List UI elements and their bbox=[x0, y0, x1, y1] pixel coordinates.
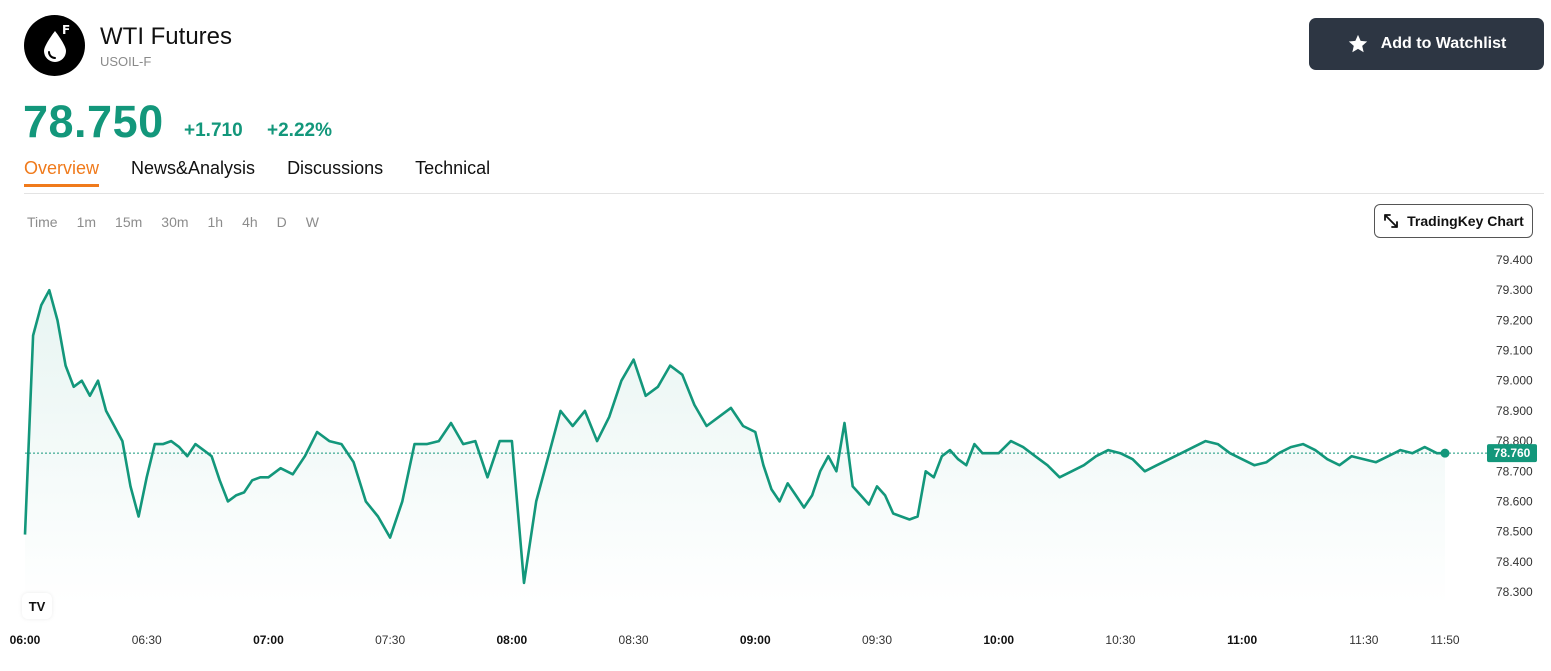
interval-4h[interactable]: 4h bbox=[242, 214, 258, 230]
interval-1m[interactable]: 1m bbox=[76, 214, 97, 230]
last-price-label: 78.760 bbox=[1494, 446, 1531, 460]
x-tick-label: 07:30 bbox=[375, 633, 405, 647]
y-tick-label: 79.300 bbox=[1496, 283, 1533, 297]
interval-d[interactable]: D bbox=[276, 214, 287, 230]
x-tick-label: 08:30 bbox=[619, 633, 649, 647]
y-tick-label: 78.400 bbox=[1496, 555, 1533, 569]
star-icon bbox=[1348, 34, 1367, 53]
tradingview-logo: TV bbox=[22, 593, 52, 619]
last-price-dot bbox=[1440, 448, 1450, 458]
price-area-fill bbox=[25, 290, 1445, 606]
watchlist-label: Add to Watchlist bbox=[1380, 35, 1507, 52]
interval-selector: Time 1m 15m 30m 1h 4h D W bbox=[27, 214, 338, 230]
expand-icon bbox=[1384, 214, 1399, 228]
y-tick-label: 78.500 bbox=[1496, 525, 1533, 539]
tradingkey-chart-button[interactable]: TradingKey Chart bbox=[1374, 204, 1533, 238]
x-tick-label: 10:30 bbox=[1105, 633, 1135, 647]
x-tick-label: 11:30 bbox=[1349, 633, 1378, 647]
x-tick-label: 09:30 bbox=[862, 633, 892, 647]
x-tick-label: 09:00 bbox=[740, 633, 771, 647]
y-tick-label: 79.200 bbox=[1496, 313, 1533, 327]
y-tick-label: 79.000 bbox=[1496, 374, 1533, 388]
instrument-symbol: USOIL-F bbox=[100, 54, 152, 69]
last-price: 78.750 bbox=[23, 96, 164, 147]
tradingkey-chart-label: TradingKey Chart bbox=[1407, 213, 1524, 229]
logo-letter: F bbox=[62, 23, 71, 37]
tab-bar: Overview News&Analysis Discussions Techn… bbox=[24, 158, 490, 187]
y-tick-label: 78.900 bbox=[1496, 404, 1533, 418]
interval-30m[interactable]: 30m bbox=[161, 214, 189, 230]
y-tick-label: 78.600 bbox=[1496, 494, 1533, 508]
interval-15m[interactable]: 15m bbox=[115, 214, 143, 230]
last-price-badge bbox=[1487, 444, 1537, 463]
x-tick-label: 07:00 bbox=[253, 633, 284, 647]
price-line bbox=[23, 288, 1445, 585]
x-tick-label: 11:00 bbox=[1227, 633, 1257, 647]
x-tick-label: 06:00 bbox=[10, 633, 41, 647]
tab-news-analysis[interactable]: News&Analysis bbox=[131, 158, 256, 178]
tab-discussions[interactable]: Discussions bbox=[287, 158, 384, 178]
y-tick-label: 78.300 bbox=[1496, 585, 1533, 599]
tab-overview[interactable]: Overview bbox=[24, 158, 100, 187]
interval-1h[interactable]: 1h bbox=[207, 214, 224, 230]
y-tick-label: 79.400 bbox=[1496, 253, 1533, 267]
oil-drop-icon bbox=[43, 30, 66, 62]
tab-technical[interactable]: Technical bbox=[415, 158, 491, 178]
interval-w[interactable]: W bbox=[305, 214, 320, 230]
x-tick-label: 10:00 bbox=[983, 633, 1014, 647]
x-tick-label: 06:30 bbox=[132, 633, 162, 647]
add-to-watchlist-button[interactable]: Add to Watchlist bbox=[1309, 18, 1544, 70]
y-tick-label: 78.700 bbox=[1496, 464, 1533, 478]
x-tick-label: 08:00 bbox=[497, 633, 528, 647]
price-chart[interactable]: 79.40079.30079.20079.10079.00078.90078.8… bbox=[0, 240, 1551, 671]
instrument-title: WTI Futures bbox=[100, 23, 233, 50]
instrument-logo: F bbox=[24, 15, 85, 76]
tab-divider bbox=[24, 193, 1544, 194]
interval-time[interactable]: Time bbox=[27, 214, 58, 230]
price-change-percent: +2.22% bbox=[267, 120, 332, 141]
x-tick-label: 11:50 bbox=[1430, 633, 1459, 647]
price-change: +1.710 bbox=[184, 120, 243, 141]
y-tick-label: 79.100 bbox=[1496, 344, 1533, 358]
